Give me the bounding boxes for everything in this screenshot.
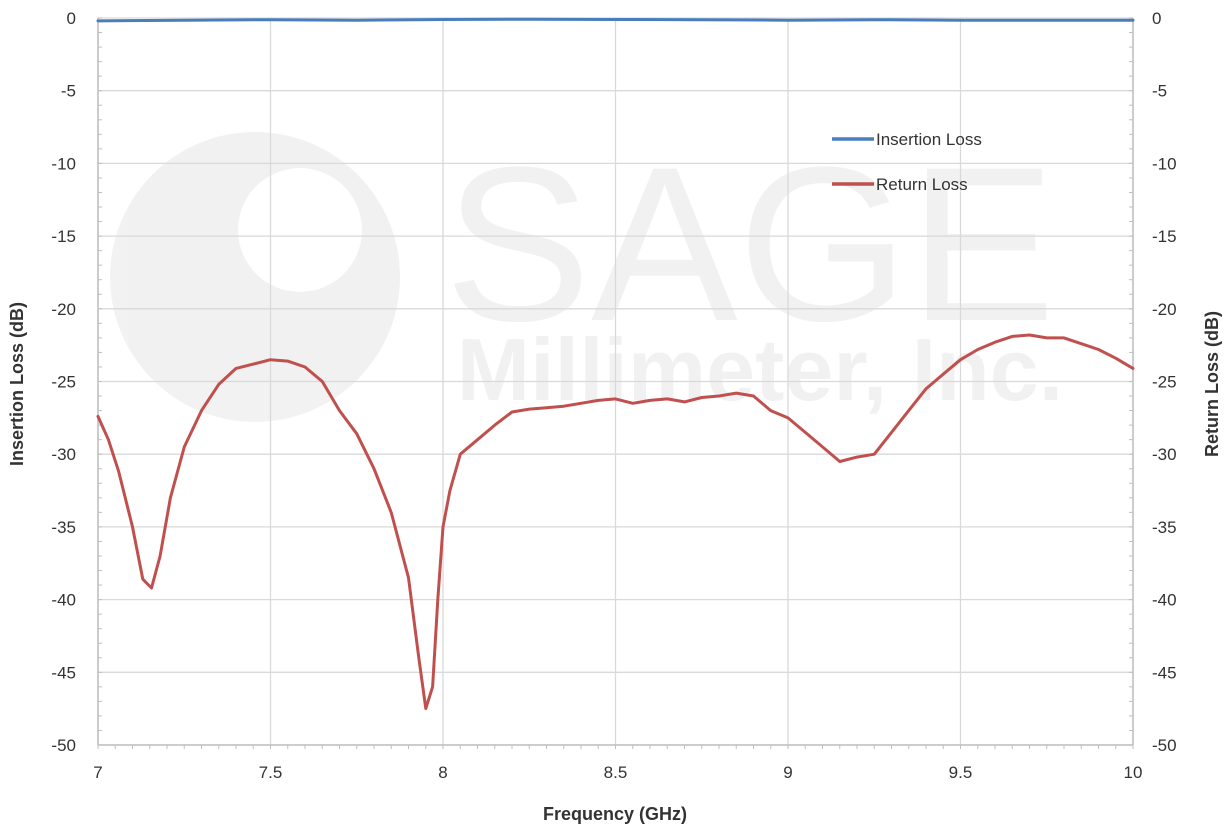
x-tick-label: 8.5 xyxy=(604,763,628,782)
y-tick-label-right: -50 xyxy=(1152,736,1177,755)
y-tick-label-left: -40 xyxy=(51,591,76,610)
axes xyxy=(97,17,1134,749)
y-tick-label-right: -25 xyxy=(1152,373,1177,392)
series-line-insertion-loss xyxy=(96,17,1135,23)
y-tick-label-left: -30 xyxy=(51,445,76,464)
x-tick-label: 7.5 xyxy=(259,763,283,782)
x-tick-label: 9.5 xyxy=(949,763,973,782)
y-tick-label-left: -35 xyxy=(51,518,76,537)
watermark-logo: SAGE Millimeter, Inc. xyxy=(110,121,1063,422)
watermark-logo-circle xyxy=(110,132,400,422)
y-tick-label-left: -10 xyxy=(51,154,76,173)
y-tick-label-right: -30 xyxy=(1152,445,1177,464)
y-tick-label-right: -15 xyxy=(1152,227,1177,246)
y-tick-label-left: -15 xyxy=(51,227,76,246)
watermark-line1: SAGE xyxy=(444,121,1055,367)
y-tick-label-right: -40 xyxy=(1152,591,1177,610)
y-tick-label-right: -5 xyxy=(1152,82,1167,101)
watermark-logo-cutout xyxy=(238,168,362,292)
y-tick-label-left: -25 xyxy=(51,373,76,392)
y-tick-label-right: -35 xyxy=(1152,518,1177,537)
y-axis-left-title: Insertion Loss (dB) xyxy=(7,302,27,466)
x-tick-label: 9 xyxy=(783,763,792,782)
x-axis-title: Frequency (GHz) xyxy=(543,804,687,824)
tick-labels: 0 0 -5 -5 -10 -10 -15 -15 -20 -20 -25 -25 -30 -30 -35 -… xyxy=(51,9,1176,782)
y-tick-label-left: -50 xyxy=(51,736,76,755)
y-tick-label-right: -20 xyxy=(1152,300,1177,319)
x-tick-label: 10 xyxy=(1124,763,1143,782)
series-lines xyxy=(96,17,1135,711)
legend-label-return-loss: Return Loss xyxy=(876,175,968,194)
y-tick-label-left: -20 xyxy=(51,300,76,319)
y-tick-label-right: 0 xyxy=(1152,9,1161,28)
y-tick-label-right: -10 xyxy=(1152,154,1177,173)
x-tick-label: 7 xyxy=(93,763,102,782)
legend-label-insertion-loss: Insertion Loss xyxy=(876,130,982,149)
y-tick-label-left: -5 xyxy=(61,82,76,101)
watermark-line2: Millimeter, Inc. xyxy=(457,320,1063,419)
x-tick-label: 8 xyxy=(438,763,447,782)
legend: Insertion Loss Return Loss xyxy=(832,130,982,194)
series-line-return-loss xyxy=(96,333,1135,711)
y-tick-label-left: 0 xyxy=(67,9,76,28)
y-axis-right-title: Return Loss (dB) xyxy=(1202,311,1222,457)
y-tick-label-right: -45 xyxy=(1152,663,1177,682)
y-tick-label-left: -45 xyxy=(51,663,76,682)
